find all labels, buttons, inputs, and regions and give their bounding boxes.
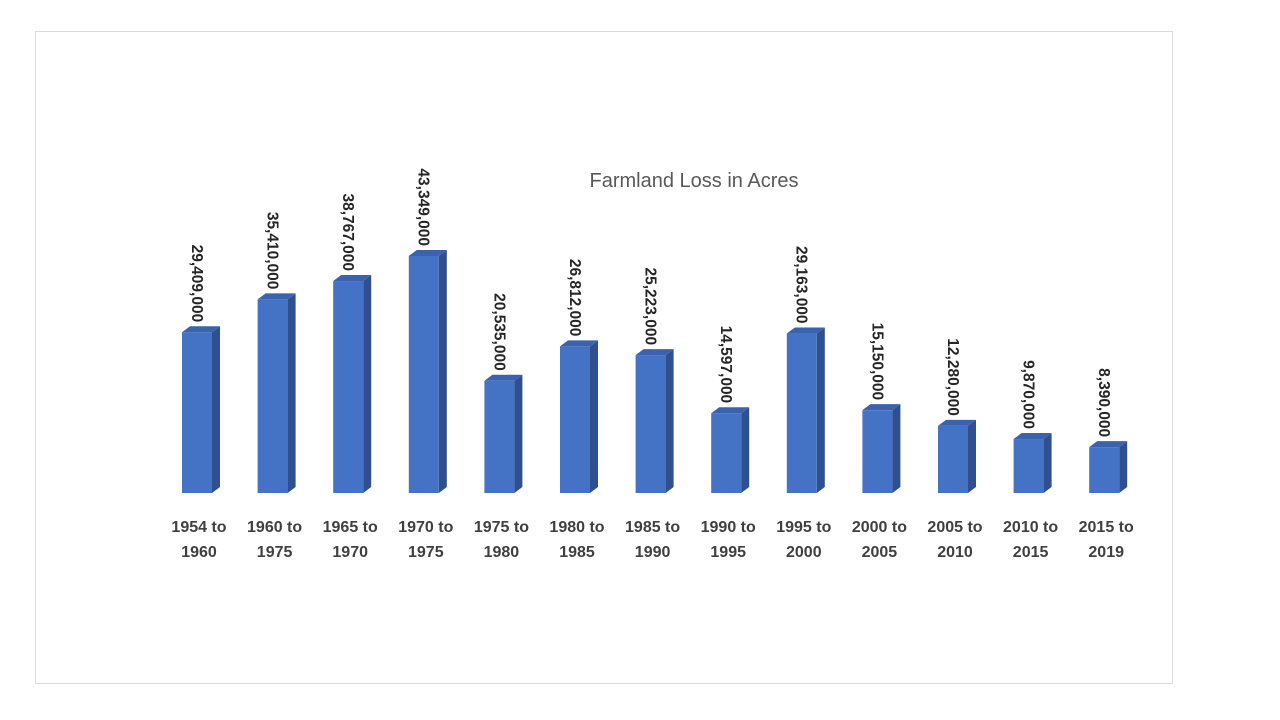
bar-6 [560, 340, 598, 493]
bar-top [938, 419, 976, 426]
bar-top [635, 349, 674, 356]
x-tick-label: 1970 to 1975 [398, 519, 453, 561]
x-tick-label: 1954 to 1960 [171, 519, 226, 561]
bar-front [333, 281, 364, 493]
bar-front [484, 380, 515, 493]
bar-2 [257, 293, 296, 493]
data-label: 29,163,000 [793, 246, 810, 324]
bar-side [363, 275, 372, 493]
x-tick-label: 1975 to 1980 [474, 519, 529, 561]
bar-top [560, 340, 598, 347]
data-label: 43,349,000 [415, 168, 432, 246]
data-label: 14,597,000 [717, 326, 734, 404]
bar-front [1013, 439, 1044, 493]
bar-12 [1013, 433, 1052, 493]
bar-4 [408, 250, 447, 493]
bar-top [257, 293, 296, 300]
bar-10 [862, 404, 901, 493]
bar-top [862, 404, 901, 411]
chart-title: Farmland Loss in Acres [590, 170, 799, 192]
x-tick-label: 2015 to 2019 [1079, 519, 1134, 561]
bar-front [257, 299, 288, 493]
bar-top [182, 326, 220, 333]
x-tick-label: 1980 to 1985 [549, 519, 604, 561]
bar-top [1089, 441, 1128, 448]
bar-top [786, 327, 825, 334]
bar-top [484, 374, 523, 381]
bar-9 [786, 327, 825, 493]
bar-1 [182, 326, 220, 493]
bar-side [1043, 433, 1052, 493]
bar-front [938, 425, 968, 493]
bar-top [408, 250, 447, 256]
bar-8 [711, 407, 750, 493]
bar-side [816, 327, 825, 493]
bar-side [968, 419, 976, 493]
bar-top [711, 407, 750, 414]
data-label: 25,223,000 [642, 268, 659, 346]
bar-front [182, 332, 212, 493]
bar-side [514, 374, 523, 493]
bar-side [665, 349, 674, 493]
bar-front [786, 333, 817, 493]
bar-top [333, 275, 372, 282]
bar-side [438, 250, 447, 493]
bar-side [892, 404, 901, 493]
bar-11 [938, 419, 976, 493]
data-label: 26,812,000 [566, 259, 583, 337]
x-tick-label: 1985 to 1990 [625, 519, 680, 561]
data-label: 9,870,000 [1020, 360, 1037, 429]
x-axis-tick-labels: 1954 to 1960 1960 to 1975 1965 to 1970 1970 to… [171, 519, 1134, 561]
data-label: 38,767,000 [339, 193, 356, 271]
data-label: 15,150,000 [868, 323, 885, 401]
bar-side [287, 293, 296, 493]
bar-side [1119, 441, 1128, 493]
bar-front [1089, 447, 1120, 493]
x-tick-label: 2005 to 2010 [927, 519, 982, 561]
bar-5 [484, 374, 523, 493]
bar-front [560, 346, 590, 493]
bar-front [408, 256, 439, 493]
data-label: 8,390,000 [1095, 368, 1112, 437]
bar-7 [635, 349, 674, 493]
x-tick-label: 2010 to 2015 [1003, 519, 1058, 561]
bar-side [741, 407, 750, 493]
bars-group [182, 250, 1128, 493]
chart-area: Farmland Loss in Acres 29,409,000 35,410,… [35, 31, 1173, 684]
x-tick-label: 1995 to 2000 [776, 519, 831, 561]
bar-side [212, 326, 220, 493]
x-tick-label: 1960 to 1975 [247, 519, 302, 561]
data-label: 29,409,000 [188, 245, 205, 323]
data-label: 35,410,000 [264, 212, 281, 290]
bar-front [862, 410, 893, 493]
bar-3 [333, 275, 372, 493]
x-tick-label: 1990 to 1995 [701, 519, 756, 561]
bar-top [1013, 433, 1052, 440]
bar-side [590, 340, 598, 493]
bar-front [635, 355, 666, 493]
x-tick-label: 2000 to 2005 [852, 519, 907, 561]
data-label: 12,280,000 [944, 338, 961, 416]
bar-chart: Farmland Loss in Acres 29,409,000 35,410,… [171, 168, 1134, 561]
x-tick-label: 1965 to 1970 [323, 519, 378, 561]
data-labels-group: 29,409,000 35,410,000 38,767,000 43,349,000… [188, 168, 1112, 437]
data-label: 20,535,000 [490, 293, 507, 371]
bar-13 [1089, 441, 1128, 493]
bar-front [711, 413, 742, 493]
